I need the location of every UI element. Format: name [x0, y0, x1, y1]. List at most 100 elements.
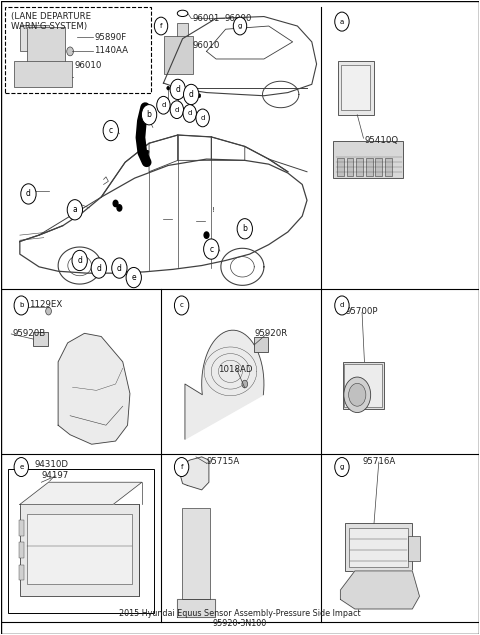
Bar [375, 158, 382, 175]
Circle shape [14, 296, 28, 315]
Bar [343, 362, 384, 410]
Text: d: d [96, 264, 101, 272]
Bar [33, 332, 48, 346]
Circle shape [187, 93, 190, 97]
Text: 95700P: 95700P [345, 307, 378, 316]
Bar [20, 25, 48, 51]
Bar [366, 158, 372, 175]
Circle shape [103, 121, 119, 141]
Bar [341, 65, 370, 110]
Text: d: d [201, 115, 205, 121]
Text: 95920B: 95920B [12, 330, 46, 338]
Text: (LANE DEPARTURE
WARN'G SYSTEM): (LANE DEPARTURE WARN'G SYSTEM) [11, 12, 91, 32]
Circle shape [167, 86, 169, 90]
Bar [349, 528, 408, 566]
Circle shape [157, 97, 170, 114]
Bar [337, 158, 344, 175]
Circle shape [335, 12, 349, 31]
Text: d: d [175, 107, 179, 112]
Text: 95890F: 95890F [94, 33, 126, 42]
Text: e: e [19, 464, 24, 470]
Bar [164, 36, 193, 74]
Text: g: g [340, 464, 344, 470]
Circle shape [72, 250, 87, 271]
Circle shape [91, 258, 107, 278]
Bar [14, 61, 72, 88]
Circle shape [142, 105, 157, 125]
Circle shape [112, 258, 127, 278]
Text: d: d [340, 302, 344, 309]
Circle shape [170, 79, 185, 100]
Text: 94310D: 94310D [34, 460, 68, 469]
Text: 96010: 96010 [75, 61, 102, 70]
Text: g: g [238, 23, 242, 29]
Text: b: b [19, 302, 24, 309]
Bar [385, 158, 392, 175]
Text: f: f [160, 23, 162, 29]
Polygon shape [20, 482, 142, 504]
Bar [5, 7, 152, 93]
Bar [19, 542, 24, 558]
Text: c: c [108, 126, 113, 135]
Text: !: ! [149, 118, 152, 124]
Circle shape [198, 94, 201, 98]
Text: 2015 Hyundai Equus Sensor Assembly-Pressure Side Impact
95920-3N100: 2015 Hyundai Equus Sensor Assembly-Press… [119, 608, 361, 628]
Text: d: d [188, 110, 192, 116]
Text: 1129EX: 1129EX [29, 300, 63, 309]
Circle shape [344, 377, 371, 413]
Bar [356, 158, 363, 175]
Bar [254, 337, 268, 352]
Circle shape [348, 384, 366, 406]
Circle shape [21, 184, 36, 204]
Text: a: a [72, 205, 77, 214]
Bar [181, 507, 210, 599]
Circle shape [204, 239, 219, 259]
Text: 96001: 96001 [192, 14, 219, 23]
Polygon shape [180, 457, 209, 490]
Text: 95716A: 95716A [362, 457, 396, 467]
Circle shape [335, 296, 349, 315]
Polygon shape [58, 333, 130, 444]
Text: 95715A: 95715A [206, 457, 240, 467]
Text: c: c [180, 302, 183, 309]
Text: d: d [117, 264, 122, 272]
Polygon shape [177, 599, 215, 617]
Text: 95920R: 95920R [254, 329, 288, 338]
Text: c: c [209, 244, 213, 253]
Text: d: d [189, 90, 193, 99]
Bar [338, 61, 374, 115]
Text: 1140AA: 1140AA [94, 46, 128, 55]
Circle shape [183, 105, 196, 123]
Circle shape [117, 204, 122, 211]
Ellipse shape [177, 10, 188, 17]
Bar [19, 565, 24, 580]
Circle shape [233, 17, 247, 35]
Text: b: b [146, 110, 152, 119]
Bar [20, 504, 140, 596]
Circle shape [335, 458, 349, 476]
Text: a: a [340, 18, 344, 25]
Text: 94197: 94197 [41, 471, 69, 481]
Text: !: ! [212, 207, 215, 213]
Text: 95410Q: 95410Q [364, 136, 398, 145]
Text: d: d [161, 102, 166, 108]
Circle shape [204, 232, 209, 238]
Bar [347, 158, 353, 175]
Text: e: e [132, 273, 136, 282]
Circle shape [242, 380, 248, 388]
Bar [408, 536, 420, 561]
Circle shape [126, 267, 142, 288]
Text: f: f [180, 464, 183, 470]
Circle shape [174, 296, 189, 315]
Text: b: b [242, 224, 247, 233]
Circle shape [113, 200, 118, 206]
Polygon shape [185, 330, 264, 439]
Text: 96000: 96000 [225, 14, 252, 23]
Circle shape [67, 199, 83, 220]
Bar [345, 523, 412, 571]
Bar [177, 23, 188, 42]
Circle shape [196, 109, 209, 127]
Text: d: d [175, 85, 180, 94]
Circle shape [155, 17, 168, 35]
Text: 96010: 96010 [192, 41, 219, 50]
